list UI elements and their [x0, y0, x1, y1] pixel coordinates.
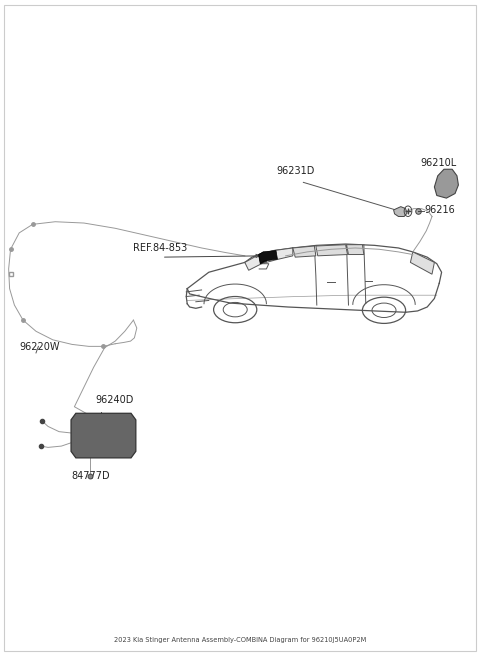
Polygon shape [394, 207, 407, 216]
Polygon shape [410, 252, 434, 274]
Text: REF.84-853: REF.84-853 [133, 243, 188, 253]
Text: 96240D: 96240D [95, 396, 133, 405]
Polygon shape [316, 245, 348, 256]
Text: 84777D: 84777D [71, 471, 109, 481]
Polygon shape [245, 248, 293, 270]
Polygon shape [259, 251, 277, 264]
Text: 96220W: 96220W [19, 342, 60, 352]
Polygon shape [258, 252, 267, 264]
Text: 96216: 96216 [425, 205, 456, 215]
Polygon shape [293, 246, 316, 257]
Text: 96231D: 96231D [276, 166, 315, 176]
Polygon shape [71, 413, 136, 458]
Polygon shape [347, 245, 364, 255]
Text: 2023 Kia Stinger Antenna Assembly-COMBINA Diagram for 96210J5UA0P2M: 2023 Kia Stinger Antenna Assembly-COMBIN… [114, 636, 366, 643]
Polygon shape [434, 169, 458, 198]
Text: 96210L: 96210L [420, 158, 456, 168]
